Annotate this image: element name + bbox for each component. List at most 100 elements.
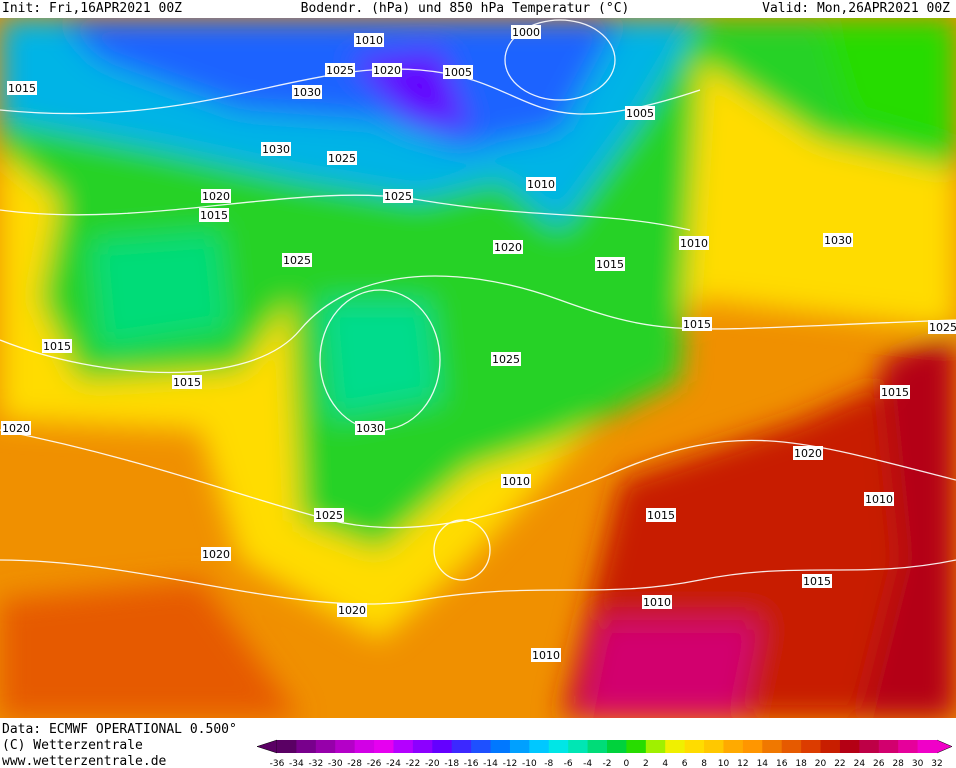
isobar-label: 1020: [2, 422, 30, 435]
data-source: Data: ECMWF OPERATIONAL 0.500°: [2, 722, 237, 737]
isobar-label: 1020: [338, 604, 366, 617]
colorbar-arrow-left: [256, 739, 278, 754]
isobar-label: 1015: [596, 258, 624, 271]
colorbar-tick-label: 0: [624, 759, 630, 768]
colorbar-tick-label: -6: [564, 759, 573, 768]
isobar-label-box: [327, 151, 357, 165]
isobar-label: 1025: [492, 353, 520, 366]
isobar-label: 1025: [326, 64, 354, 77]
colorbar-tick-label: -24: [386, 759, 401, 768]
colorbar-tick-label: -8: [544, 759, 553, 768]
isobar-label: 1000: [512, 26, 540, 39]
colorbar-bin: [762, 740, 783, 753]
colorbar-bin: [917, 740, 938, 753]
isobar-label-box: [7, 81, 37, 95]
colorbar-tick-label: 18: [795, 759, 807, 768]
copyright: (C) Wetterzentrale: [2, 738, 143, 753]
colorbar-tick-label: 20: [815, 759, 827, 768]
isobar-label: 1020: [494, 241, 522, 254]
colorbar-tick-label: 8: [701, 759, 707, 768]
isobar-label-box: [372, 63, 402, 77]
colorbar-bin: [781, 740, 802, 753]
colorbar-tick-label: 24: [854, 759, 866, 768]
isobar-labels: 1010 1000 1025 1020 1005 1015 1030 1005 1030 1025…: [1, 25, 956, 662]
colorbar-tick-label: 14: [757, 759, 769, 768]
colorbar-bin: [509, 740, 530, 753]
isobar-label-box: [337, 603, 367, 617]
isobar-label-box: [802, 574, 832, 588]
init-time: Init: Fri,16APR2021 00Z: [2, 1, 182, 16]
isobar-label-box: [880, 385, 910, 399]
isobar-label-box: [325, 63, 355, 77]
isobar-label: 1010: [355, 34, 383, 47]
colorbar-bin: [277, 740, 297, 753]
isobar-label-box: [201, 189, 231, 203]
isobar-label: 1020: [202, 548, 230, 561]
colorbar-bin: [315, 740, 336, 753]
isobar-label: 1030: [824, 234, 852, 247]
colorbar-tick-label: -2: [603, 759, 612, 768]
colorbar-bin: [684, 740, 705, 753]
colorbar-bin: [471, 740, 492, 753]
isobar-label: 1015: [173, 376, 201, 389]
colorbar-bin: [878, 740, 899, 753]
isobar-label: 1020: [373, 64, 401, 77]
isobar-label: 1010: [532, 649, 560, 662]
isobar-label: 1025: [384, 190, 412, 203]
isobar-label-box: [501, 474, 531, 488]
colorbar: -36 -34 -32 -30 -28 -26 -24 -22 -20 -18 -16 -14 -12-…: [256, 739, 953, 768]
colorbar-tick-label: -16: [464, 759, 479, 768]
isobar-label-box: [199, 208, 229, 222]
colorbar-tick-label: 6: [682, 759, 688, 768]
colorbar-bin: [548, 740, 569, 753]
isobar-label-box: [355, 421, 385, 435]
colorbar-bin: [859, 740, 880, 753]
colorbar-bin: [374, 740, 394, 753]
colorbar-tick-label: -36: [270, 759, 285, 768]
isobar-label-box: [314, 508, 344, 522]
colorbar-bin: [665, 740, 686, 753]
colorbar-bin: [607, 740, 627, 753]
map-field: [0, 18, 956, 718]
isobar-label-box: [1, 421, 31, 435]
colorbar-tick-label: 2: [643, 759, 649, 768]
isobar-label: 1015: [881, 386, 909, 399]
isobar-label: 1015: [803, 575, 831, 588]
colorbar-tick-label: -14: [483, 759, 498, 768]
colorbar-bin: [723, 740, 744, 753]
colorbar-bin: [645, 740, 666, 753]
colorbar-bin: [354, 740, 375, 753]
isobar-label: 1025: [315, 509, 343, 522]
colorbar-bin: [820, 740, 841, 753]
isobar-label: 1030: [262, 143, 290, 156]
isobar-label-box: [682, 317, 712, 331]
isobar-label: 1025: [328, 152, 356, 165]
colorbar-bin: [451, 740, 472, 753]
colorbar-tick-label: 12: [737, 759, 748, 768]
isobar-label-box: [383, 189, 413, 203]
isobar-label: 1030: [293, 86, 321, 99]
colorbar-tick-label: 28: [892, 759, 904, 768]
colorbar-bin: [898, 740, 919, 753]
isobar-label-box: [679, 236, 709, 250]
colorbar-bin: [335, 740, 356, 753]
colorbar-bin: [393, 740, 414, 753]
colorbar-bin: [587, 740, 608, 753]
colorbar-tick-label: -28: [347, 759, 362, 768]
isobar-label-box: [526, 177, 556, 191]
isobar-label: 1010: [502, 475, 530, 488]
isobar-label-box: [625, 106, 655, 120]
isobar-label: 1015: [200, 209, 228, 222]
isobar-label: 1025: [283, 254, 311, 267]
colorbar-tick-label: 10: [718, 759, 730, 768]
colorbar-bin: [412, 740, 433, 753]
isobar-label: 1015: [647, 509, 675, 522]
colorbar-tick-label: 4: [662, 759, 668, 768]
website: www.wetterzentrale.de: [2, 754, 167, 768]
isobar-label-box: [864, 492, 894, 506]
colorbar-bin: [801, 740, 822, 753]
isobar-label: 1010: [865, 493, 893, 506]
isobar-label: 1030: [356, 422, 384, 435]
colorbar-arrow-right: [936, 739, 953, 754]
